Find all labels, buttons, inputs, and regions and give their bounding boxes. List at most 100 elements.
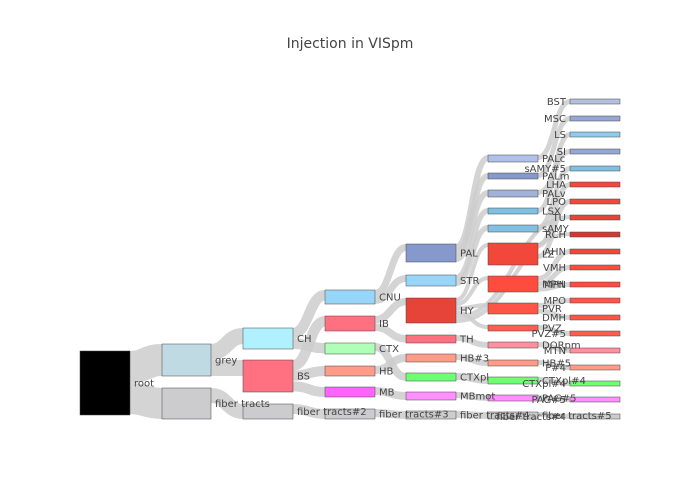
node-label-fiber_tracts_3: fiber tracts#3 [379, 410, 449, 421]
link-PVR-MPO [537, 298, 571, 308]
node-label-fiber_tracts_5: fiber tracts#5 [542, 411, 612, 422]
node-HB5[interactable] [487, 359, 539, 367]
node-label-PAG_last: PAG#5 [531, 395, 566, 406]
node-SI[interactable] [569, 148, 621, 155]
node-label-CNU: CNU [379, 293, 401, 304]
link-MB-MBmot [374, 387, 407, 400]
node-label-PVR: PVR [542, 304, 562, 315]
node-fiber_tracts_3[interactable] [324, 408, 376, 420]
node-fiber_tracts_4[interactable] [405, 410, 457, 420]
link-CNU-PAL [373, 244, 408, 297]
node-LZ[interactable] [487, 242, 539, 266]
node-label-VMH: VMH [543, 263, 566, 274]
link-root-grey [129, 344, 163, 383]
node-label-SI: SI [557, 147, 566, 158]
node-AHN[interactable] [569, 248, 621, 255]
node-label-CTXpl: CTXpl [460, 373, 489, 384]
link-MPH-AHN [537, 249, 571, 281]
link-HY-LZ [455, 242, 489, 303]
link-CNU-STR [374, 275, 407, 304]
node-label-RCH: RCH [545, 230, 566, 241]
node-BST[interactable] [569, 98, 621, 105]
node-RCH[interactable] [569, 231, 621, 238]
node-VMH[interactable] [569, 264, 621, 271]
node-label-BS: BS [297, 372, 310, 383]
node-LPO[interactable] [569, 198, 621, 205]
link-CTXpl-CTXpl4 [455, 373, 489, 384]
node-root[interactable] [79, 350, 131, 416]
node-label-MSC: MSC [544, 114, 566, 125]
node-label-CTX: CTX [379, 344, 399, 355]
link-MPH-MPN [537, 282, 571, 292]
node-PAG_last[interactable] [569, 396, 621, 403]
node-MB[interactable] [324, 386, 376, 398]
node-PVR[interactable] [487, 302, 539, 315]
node-P4[interactable] [569, 364, 621, 371]
node-sAMY[interactable] [487, 224, 539, 233]
node-grey[interactable] [161, 343, 212, 377]
node-label-TH: TH [459, 335, 474, 346]
node-fiber_tracts[interactable] [161, 387, 212, 420]
link-PVZ-PVZ5 [537, 325, 571, 336]
node-MSC[interactable] [569, 115, 621, 122]
node-CTXpl_last[interactable] [569, 380, 621, 387]
node-LHA[interactable] [569, 181, 621, 188]
node-label-sAMY: sAMY [542, 224, 570, 235]
node-CTXpl[interactable] [405, 372, 457, 382]
node-IB[interactable] [324, 315, 376, 332]
link-fiber_tracts_4-fiber_tracts_5 [455, 411, 489, 419]
node-BS[interactable] [242, 359, 294, 393]
node-label-fiber_tracts_last: fiber tracts#4 [496, 412, 566, 423]
node-CTX[interactable] [324, 342, 376, 355]
node-PAL[interactable] [405, 243, 457, 263]
node-fiber_tracts_5[interactable] [487, 411, 539, 420]
node-PAG5[interactable] [487, 394, 539, 402]
node-DORpm[interactable] [487, 341, 539, 349]
node-STR[interactable] [405, 274, 457, 287]
node-CTXpl4[interactable] [487, 376, 539, 385]
link-BS-MB [292, 381, 326, 397]
node-label-sAMY5: sAMY#5 [524, 164, 566, 175]
link-STR-LSX [454, 208, 490, 281]
node-LS[interactable] [569, 131, 621, 138]
link-MBmot-PAG5 [455, 392, 489, 401]
node-PALc[interactable] [487, 154, 539, 163]
node-LSX[interactable] [487, 207, 539, 215]
node-fiber_tracts_2[interactable] [242, 403, 294, 420]
link-IB-TH [374, 323, 407, 343]
link-HY-MPH [455, 275, 489, 307]
node-CH[interactable] [242, 327, 294, 350]
node-fiber_tracts_last[interactable] [569, 413, 621, 420]
node-label-fiber_tracts_4: fiber tracts#4 [460, 411, 530, 422]
node-MPN[interactable] [569, 281, 621, 288]
node-PVZ5[interactable] [569, 330, 621, 337]
link-root-fiber_tracts [129, 383, 163, 419]
node-MPH[interactable] [487, 275, 539, 293]
link-CTXpl4-CTXpl_last [537, 377, 571, 386]
node-PALm[interactable] [487, 172, 539, 180]
node-MTN[interactable] [569, 347, 621, 354]
node-label-MBmot: MBmot [460, 392, 495, 403]
node-TH[interactable] [405, 334, 457, 344]
node-label-grey: grey [215, 356, 237, 367]
node-HB[interactable] [324, 365, 376, 377]
link-HB5-P4 [537, 360, 571, 370]
node-TU[interactable] [569, 214, 621, 221]
link-MPH-VMH [537, 265, 571, 287]
node-sAMY5[interactable] [569, 165, 621, 172]
link-IB-HY [374, 298, 407, 324]
link-PVR-DMH [537, 308, 571, 320]
node-label-TU: TU [552, 213, 566, 224]
sankey-labels: root grey fiber tracts CH BS fiber tracts#2 CN… [134, 97, 612, 423]
node-HB3[interactable] [405, 353, 457, 363]
node-label-root: root [134, 379, 154, 390]
node-MBmot[interactable] [405, 391, 457, 401]
node-HY[interactable] [405, 297, 457, 324]
node-PVZ[interactable] [487, 324, 539, 332]
node-MPO[interactable] [569, 297, 621, 304]
node-PALv[interactable] [487, 189, 539, 198]
link-fiber_tracts_2-fiber_tracts_3 [292, 404, 326, 419]
node-DMH[interactable] [569, 314, 621, 321]
node-CNU[interactable] [324, 289, 376, 305]
